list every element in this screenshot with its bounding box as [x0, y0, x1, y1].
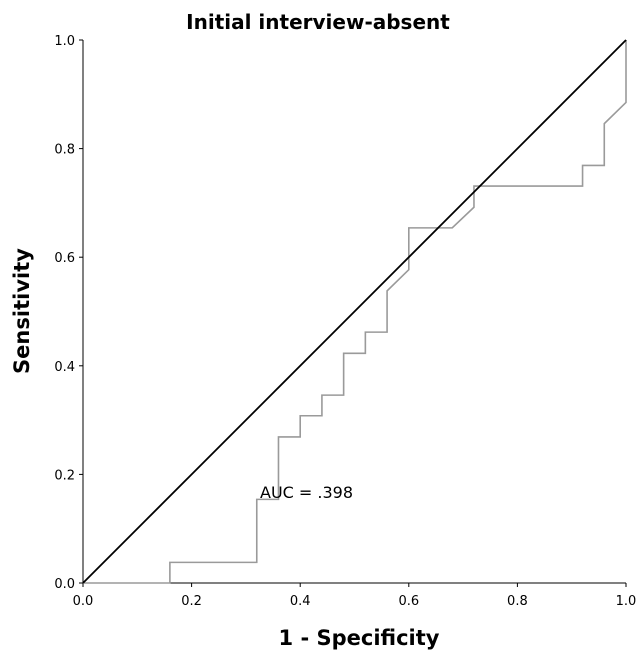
- roc-curve-series: [83, 40, 627, 584]
- y-tick-label-4: 0.8: [54, 143, 75, 158]
- x-tick-label-3: 0.6: [398, 594, 419, 609]
- y-axis-ticks: 0.0 0.2 0.4 0.6 0.8 1.0: [54, 34, 83, 592]
- y-tick-label-1: 0.2: [54, 468, 75, 483]
- x-tick-label-5: 1.0: [616, 594, 637, 609]
- series-group: [82, 39, 627, 584]
- auc-annotation: AUC = .398: [260, 483, 353, 502]
- y-axis-title: Sensitivity: [10, 248, 34, 374]
- chart-title: Initial interview-absent: [186, 10, 450, 34]
- y-tick-label-3: 0.6: [54, 251, 75, 266]
- y-tick-label-5: 1.0: [54, 34, 75, 49]
- y-tick-label-0: 0.0: [54, 577, 75, 592]
- plot-area: [82, 40, 626, 584]
- x-axis-ticks: 0.0 0.2 0.4 0.6 0.8 1.0: [73, 583, 637, 609]
- x-tick-label-4: 0.8: [507, 594, 528, 609]
- reference-line-series: [82, 39, 627, 584]
- x-tick-label-0: 0.0: [73, 594, 94, 609]
- x-axis-title: 1 - Specificity: [279, 626, 440, 650]
- y-tick-label-2: 0.4: [54, 360, 75, 375]
- x-tick-label-2: 0.4: [290, 594, 311, 609]
- x-tick-label-1: 0.2: [181, 594, 202, 609]
